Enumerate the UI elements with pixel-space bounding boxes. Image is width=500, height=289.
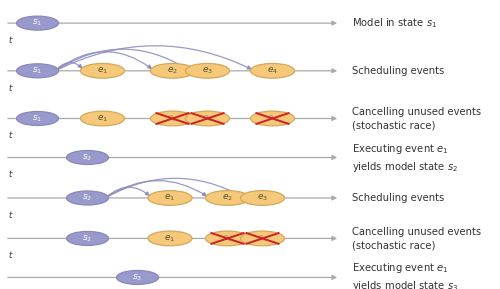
Text: $t$: $t$ [8,34,13,45]
Ellipse shape [150,64,194,78]
Ellipse shape [148,191,192,205]
Ellipse shape [186,111,230,126]
Text: $e_2$: $e_2$ [167,113,178,124]
FancyArrowPatch shape [108,187,149,196]
Text: $t$: $t$ [8,209,13,220]
Ellipse shape [66,151,108,164]
Text: $e_1$: $e_1$ [164,193,175,203]
Ellipse shape [16,112,58,125]
Ellipse shape [66,231,108,245]
Text: $e_2$: $e_2$ [167,66,178,76]
Ellipse shape [80,111,124,126]
Text: $e_3$: $e_3$ [202,66,213,76]
Text: $e_4$: $e_4$ [267,113,278,124]
Ellipse shape [80,64,124,78]
FancyArrowPatch shape [58,46,251,70]
Text: $e_3$: $e_3$ [257,233,268,244]
Text: $e_1$: $e_1$ [97,66,108,76]
Text: $e_3$: $e_3$ [202,113,213,124]
Text: $t$: $t$ [8,249,13,260]
Ellipse shape [66,191,108,205]
Text: $e_1$: $e_1$ [97,113,108,124]
Text: Executing event $e_1$
yields model state $s_2$: Executing event $e_1$ yields model state… [352,142,459,173]
Text: Cancelling unused events
(stochastic race): Cancelling unused events (stochastic rac… [352,227,482,250]
Text: Model in state $s_1$: Model in state $s_1$ [352,16,438,30]
Ellipse shape [206,191,250,205]
Text: $s_2$: $s_2$ [82,152,92,163]
Text: $s_1$: $s_1$ [32,113,42,124]
Text: $e_3$: $e_3$ [257,193,268,203]
Text: $e_2$: $e_2$ [222,193,233,203]
Ellipse shape [206,231,250,246]
Text: Scheduling events: Scheduling events [352,193,445,203]
Text: $e_2$: $e_2$ [222,233,233,244]
Ellipse shape [148,231,192,246]
Text: $s_1$: $s_1$ [32,66,42,76]
Text: $e_1$: $e_1$ [164,233,175,244]
Ellipse shape [150,111,194,126]
Ellipse shape [240,191,284,205]
Text: $s_2$: $s_2$ [82,233,92,244]
Text: $t$: $t$ [8,288,13,289]
Text: Scheduling events: Scheduling events [352,66,445,76]
Text: Cancelling unused events
(stochastic race): Cancelling unused events (stochastic rac… [352,107,482,130]
Ellipse shape [116,271,158,284]
Text: $s_3$: $s_3$ [132,272,142,283]
FancyArrowPatch shape [58,62,82,69]
Text: $e_4$: $e_4$ [267,66,278,76]
FancyArrowPatch shape [58,49,186,69]
Text: $s_2$: $s_2$ [82,193,92,203]
FancyArrowPatch shape [108,178,241,197]
FancyArrowPatch shape [58,52,152,69]
Text: Executing event $e_1$
yields model state $s_3$: Executing event $e_1$ yields model state… [352,262,459,289]
Text: $t$: $t$ [8,129,13,140]
Text: $t$: $t$ [8,168,13,179]
Ellipse shape [250,64,294,78]
Text: $s_1$: $s_1$ [32,18,42,28]
Ellipse shape [16,16,58,30]
Text: $t$: $t$ [8,82,13,93]
Ellipse shape [186,64,230,78]
Ellipse shape [16,64,58,78]
FancyArrowPatch shape [108,181,206,197]
Ellipse shape [250,111,294,126]
Ellipse shape [240,231,284,246]
